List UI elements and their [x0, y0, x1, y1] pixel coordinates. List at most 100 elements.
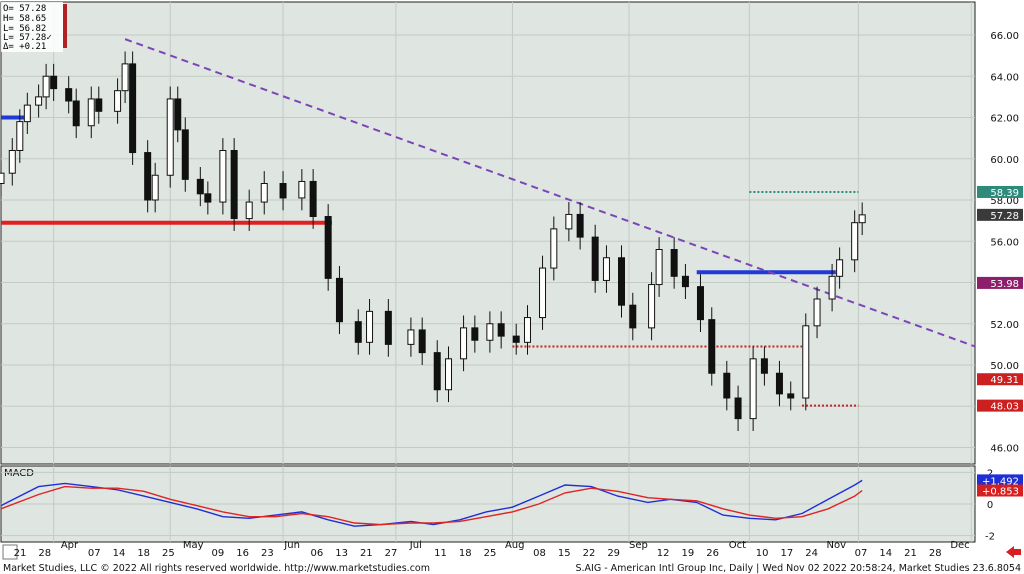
candle-body [324, 216, 332, 279]
candle-body [471, 327, 479, 341]
date-label: 21 [360, 548, 373, 559]
date-label: 21 [14, 548, 27, 559]
candle-body [279, 183, 287, 199]
date-label: 14 [879, 548, 892, 559]
candle-body [858, 214, 866, 224]
candle-body [696, 286, 704, 321]
candle-body [828, 275, 836, 300]
date-label: 12 [657, 548, 670, 559]
date-label: 27 [385, 548, 398, 559]
candle-body [523, 317, 531, 343]
candle-body [539, 267, 547, 319]
candle-body [723, 372, 731, 399]
date-label: 29 [607, 548, 620, 559]
date-label: 19 [682, 548, 695, 559]
date-axis-strip [0, 543, 1024, 561]
date-label: 11 [434, 548, 447, 559]
macd-tick-label: 0 [987, 500, 993, 511]
price-tick-label: 60.00 [990, 155, 1019, 166]
date-label: 14 [113, 548, 126, 559]
price-badge [977, 399, 1023, 412]
price-tick-label: 58.00 [990, 196, 1019, 207]
candle-body [87, 98, 95, 127]
date-label: 25 [484, 548, 497, 559]
candle-body [0, 172, 5, 184]
price-tick-label: 50.00 [990, 361, 1019, 372]
candle-body [512, 335, 520, 343]
date-label: 22 [583, 548, 596, 559]
date-label: 07 [88, 548, 101, 559]
month-label: Jun [283, 540, 300, 551]
macd-badge [977, 474, 1023, 487]
candle-body [734, 397, 742, 420]
month-label: Jul [409, 540, 422, 551]
candle-body [144, 152, 152, 201]
price-tick-label: 46.00 [990, 444, 1019, 455]
price-badges: 58.39 57.28 53.98 49.31 48.03 +1.492+0.853 [977, 185, 1023, 497]
candle-body [181, 129, 189, 180]
candle-body [260, 183, 268, 203]
candle-body [23, 104, 31, 123]
price-badge [977, 208, 1023, 221]
date-label: 09 [212, 548, 225, 559]
macd-tick-label: -2 [985, 532, 995, 543]
month-label: May [183, 540, 204, 551]
candle-body [366, 310, 374, 343]
price-badge-label: 53.98 [990, 279, 1019, 290]
candle-body [591, 236, 599, 281]
candle-body [204, 193, 212, 203]
candle-body [121, 63, 129, 92]
footer-copyright: Market Studies, LLC © 2022 All rights re… [3, 563, 430, 574]
candle-body [114, 90, 122, 112]
candle-body [813, 298, 821, 327]
candle-body [602, 257, 610, 281]
trendline [124, 38, 976, 348]
price-badge-label: 48.03 [990, 402, 1019, 413]
date-label: 28 [38, 548, 51, 559]
last-bar-marker [63, 4, 67, 48]
candle-body [50, 75, 58, 90]
signal-line [0, 485, 863, 526]
candle-body [335, 277, 343, 323]
candle-body [670, 249, 678, 277]
candle-body [497, 323, 505, 337]
candle-body [655, 249, 663, 286]
candle-body [618, 257, 626, 306]
price-badge-label: 57.28 [990, 211, 1019, 222]
ohlc-change: Δ= +0.21 [3, 42, 46, 52]
date-label: 28 [929, 548, 942, 559]
ohlc-open: O= 57.28 [3, 4, 46, 14]
candle-body [576, 213, 584, 238]
candle-body [708, 319, 716, 374]
date-label: 06 [310, 548, 323, 559]
price-tick-label: 62.00 [990, 114, 1019, 125]
macd-lines [0, 479, 863, 527]
macd-badge-label: +0.853 [982, 486, 1019, 497]
candle-body [174, 98, 182, 131]
price-axis: 46.0048.0050.0052.0054.0056.0058.0060.00… [990, 31, 1019, 455]
gridlines [1, 2, 975, 542]
price-badge [977, 185, 1023, 198]
scroll-right-arrow-icon[interactable] [1006, 546, 1021, 558]
date-label: 10 [756, 548, 769, 559]
month-label: Sep [629, 540, 648, 551]
price-plot-area[interactable] [0, 1, 976, 465]
candle-body [445, 358, 453, 391]
price-badge [977, 373, 1023, 386]
ohlc-high: H= 58.65 [3, 14, 46, 24]
date-label: 16 [236, 548, 249, 559]
month-label: Nov [827, 540, 847, 551]
date-label: 15 [558, 548, 571, 559]
price-tick-label: 52.00 [990, 320, 1019, 331]
candle-body [775, 372, 783, 395]
candle-body [648, 284, 656, 329]
date-label: 18 [137, 548, 150, 559]
date-label: 25 [162, 548, 175, 559]
candle-body [418, 329, 426, 354]
candle-body [8, 150, 16, 174]
scroll-left-box[interactable] [2, 544, 18, 560]
month-label: Apr [61, 540, 79, 551]
candle-body [298, 180, 306, 199]
candle-body [166, 98, 174, 176]
